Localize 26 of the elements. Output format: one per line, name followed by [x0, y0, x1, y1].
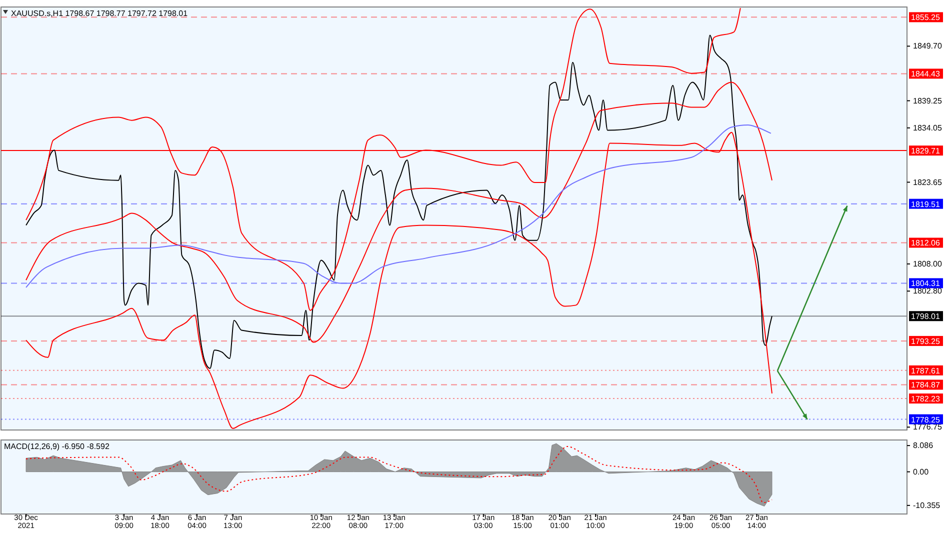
line-series — [26, 124, 772, 288]
y-tick-label: 1839.25 — [913, 96, 942, 106]
ref-line-label: 1793.25 — [911, 336, 940, 346]
y-tick-label: 1808.00 — [913, 259, 942, 268]
y-tick-label: 1802.80 — [913, 286, 942, 296]
y-tick-label: 1849.70 — [913, 42, 942, 51]
line-series — [26, 34, 772, 369]
ref-line-label: 1844.43 — [911, 70, 940, 79]
chart-title: MACD(12,26,9) -6.950 -8.592 — [4, 442, 110, 451]
ref-line-label: 1778.25 — [911, 415, 940, 424]
ref-line-label: 1782.23 — [911, 394, 940, 404]
ref-line-label: 1798.01 — [911, 312, 940, 322]
y-tick-label: 8.086 — [913, 441, 934, 450]
y-tick-label: 1776.75 — [913, 422, 942, 432]
y-tick-label: -10.355 — [913, 500, 941, 510]
y-tick-label: 1823.65 — [913, 178, 942, 187]
chart-title: XAUUSD.s,H1 1798.67 1798.77 1797.72 1798.01 — [11, 9, 188, 18]
ref-line-label: 1819.51 — [911, 200, 940, 209]
ref-line-label: 1829.71 — [911, 146, 940, 156]
ref-line-label: 1784.87 — [911, 380, 940, 390]
ref-line-label: 1804.31 — [911, 279, 940, 288]
ref-line-label: 1787.61 — [911, 366, 940, 376]
ref-line-label: 1855.25 — [911, 13, 940, 22]
y-tick-label: 1834.05 — [913, 123, 942, 132]
y-tick-label: 0.00 — [913, 467, 930, 476]
ref-line-label: 1812.06 — [911, 238, 940, 248]
